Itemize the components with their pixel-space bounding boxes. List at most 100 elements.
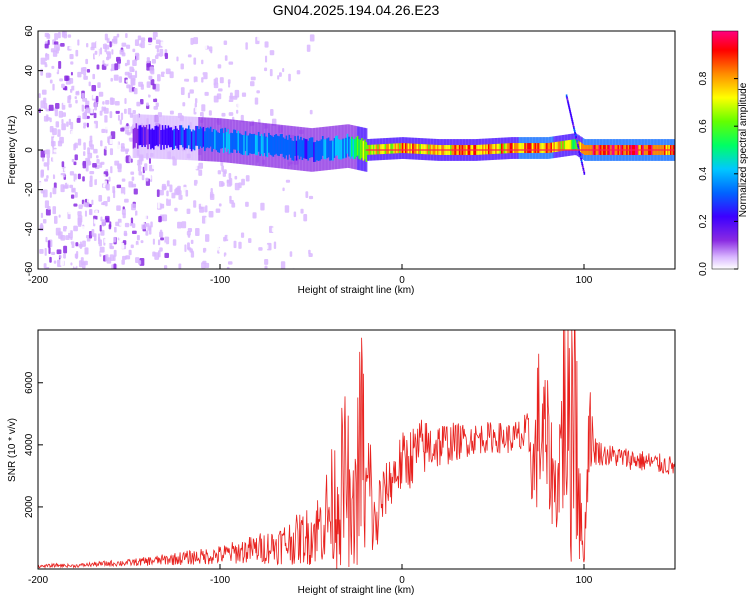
- spectrogram-cell: [145, 124, 148, 145]
- spectrogram-cell: [336, 135, 339, 156]
- spectrogram-cell: [161, 125, 164, 145]
- colorbar-ticks: 0.0 0.2 0.4 0.6 0.8: [698, 71, 738, 276]
- spectrogram-cell: [153, 129, 155, 150]
- spectrogram-cell: [582, 144, 585, 155]
- spectrogram-cell: [237, 130, 240, 151]
- spectrogram-cell: [50, 181, 53, 186]
- spectrogram-cell: [300, 136, 302, 157]
- spectrogram-cell: [224, 127, 227, 148]
- spectrogram-cell: [45, 236, 48, 243]
- spectrogram-cell: [152, 83, 156, 90]
- spectrogram-cell: [70, 130, 76, 137]
- spectrogram-cell: [217, 132, 219, 153]
- spectrogram-cell: [57, 244, 61, 251]
- spectrogram-cell: [40, 150, 46, 158]
- colorbar-gradient: [711, 30, 739, 270]
- spectrogram-cell: [97, 171, 101, 180]
- spectrogram-cell: [581, 143, 583, 154]
- spectrogram-cell: [135, 123, 138, 144]
- spectrogram-cell: [223, 236, 226, 242]
- spectrogram-cell: [184, 244, 187, 253]
- spectrogram-cell: [67, 250, 73, 258]
- spectrogram-cell: [164, 236, 170, 245]
- spectrogram-cell: [131, 176, 135, 181]
- spectrogram-cell: [232, 164, 237, 170]
- spectrogram-cell: [83, 202, 87, 207]
- spectrogram-cell: [256, 135, 259, 156]
- spectrogram-cell: [83, 75, 88, 80]
- spectrogram-cell: [205, 251, 208, 257]
- spectrogram-cell: [66, 121, 69, 127]
- spectrogram-cell: [566, 98, 569, 102]
- spectrogram-cell: [230, 132, 232, 153]
- spectrogram-cell: [114, 83, 119, 88]
- spectrogram-cell: [581, 163, 584, 167]
- spectrogram-cell: [149, 66, 154, 73]
- spectrogram-cell: [71, 187, 76, 193]
- spectrogram-cell: [48, 44, 54, 49]
- spectrogram-cell: [70, 71, 73, 76]
- spectrogram-cell: [147, 129, 149, 150]
- spectrogram-cell: [365, 142, 368, 162]
- spectrogram-cell: [90, 123, 96, 131]
- spectrogram-cell: [156, 53, 161, 57]
- spectrogram-cell: [377, 144, 380, 155]
- spectrogram-cell: [238, 241, 242, 249]
- spectrogram-cell: [124, 174, 129, 180]
- spectrogram-cell: [546, 143, 548, 153]
- spectrogram-cell: [288, 134, 291, 155]
- spectrogram-cell: [88, 263, 92, 269]
- spectrogram-cell: [574, 132, 577, 136]
- spectrogram-cell: [109, 111, 113, 119]
- spectrogram-cell: [180, 87, 185, 96]
- spectrogram-cell: [196, 126, 199, 146]
- spectrogram-cell: [49, 192, 52, 198]
- spectrogram-cell: [138, 62, 144, 69]
- spectrogram-cell: [245, 201, 249, 207]
- spectrogram-cell: [54, 108, 58, 117]
- spectrogram-cell: [99, 110, 103, 116]
- spectrogram-cell: [134, 127, 136, 148]
- spectrogram-cell: [250, 258, 253, 266]
- spectrogram-cell: [86, 122, 89, 128]
- spectrogram-cell: [128, 264, 132, 269]
- spectrogram-cell: [566, 140, 569, 151]
- spectrogram-cell: [101, 219, 106, 226]
- spectrogram-cell: [208, 46, 213, 52]
- spectrogram-cell: [43, 162, 48, 167]
- spectrogram-cell: [76, 118, 81, 123]
- spectrogram-cell: [93, 148, 98, 154]
- spectrogram-cell: [89, 106, 94, 114]
- spectrogram-cell: [490, 144, 493, 155]
- spectrogram-cell: [215, 208, 221, 213]
- spectrogram-cell: [187, 92, 191, 99]
- spectrogram-cell: [226, 92, 230, 101]
- spectrogram-cell: [142, 125, 145, 146]
- spectrogram-cell: [254, 135, 257, 155]
- spectrogram-cell: [110, 268, 115, 269]
- spectrogram-cell: [121, 259, 125, 265]
- spectrogram-cell: [136, 101, 141, 107]
- spectrogram-cell: [256, 90, 260, 94]
- spectrogram-cell: [269, 69, 273, 77]
- spectrogram-cell: [281, 134, 283, 154]
- spectrogram-cell: [506, 143, 509, 154]
- spectrogram-cell: [87, 147, 91, 155]
- spectrogram-cell: [148, 124, 151, 145]
- spectrogram-cell: [308, 253, 313, 257]
- spectrogram-cell: [124, 262, 129, 267]
- spectrogram-cell: [152, 238, 155, 245]
- spectrogram-cell: [554, 142, 557, 152]
- spectrogram-cell: [77, 107, 83, 114]
- spectrogram-cell: [124, 198, 129, 203]
- spectrogram-cell: [170, 96, 175, 100]
- spectrogram-cell: [104, 115, 108, 123]
- spectrogram-cell: [93, 175, 97, 180]
- spectrogram-cell: [159, 247, 163, 252]
- spectrogram-cell: [245, 175, 250, 182]
- spectrogram-cell: [86, 159, 90, 165]
- snr-panel: -200 -100 0 100 2000 4000 6000 Height of stra…: [7, 329, 676, 596]
- spectrogram-cell: [157, 239, 161, 246]
- spectrogram-cell: [388, 143, 391, 154]
- spectrogram-cell: [164, 73, 169, 77]
